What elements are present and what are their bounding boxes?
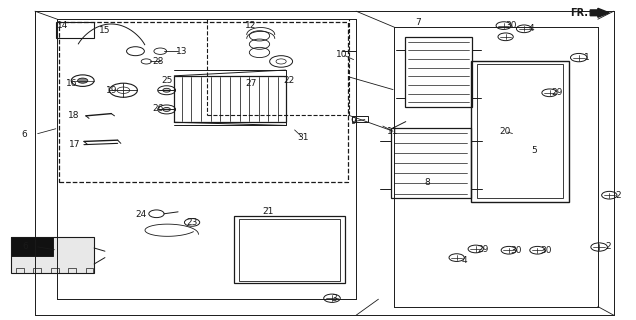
Text: 1: 1 [583,53,590,62]
Text: 3: 3 [331,294,337,303]
Bar [352,116,368,122]
Bar [16,268,24,273]
Circle shape [163,88,170,92]
Text: 18: 18 [68,111,80,120]
Text: 5: 5 [531,146,537,155]
Bar [405,37,472,107]
Text: 4: 4 [462,256,467,265]
Text: 29: 29 [551,88,563,97]
Text: 8: 8 [424,178,431,187]
Text: FR.: FR. [570,8,588,18]
Text: 15: 15 [99,26,111,35]
Text: 2: 2 [616,191,621,200]
Bar [11,237,53,256]
Text: 27: 27 [245,79,256,88]
Text: 23: 23 [186,218,198,227]
Text: 11: 11 [387,127,399,136]
Text: 22: 22 [283,76,294,84]
Text: 6: 6 [21,130,27,139]
Circle shape [78,78,88,83]
Bar [174,76,286,122]
Text: 14: 14 [57,21,68,30]
Bar [86,268,93,273]
Text: 21: 21 [263,207,274,216]
Text: 17: 17 [69,140,81,148]
Text: 13: 13 [176,47,188,56]
Text: 31: 31 [297,133,308,142]
Text: 12: 12 [245,21,256,30]
Bar [69,268,76,273]
Text: 19: 19 [106,86,117,95]
Bar [234,216,345,283]
Text: 30: 30 [540,246,551,255]
Bar [56,22,94,38]
Bar [51,268,59,273]
Text: 7: 7 [415,18,422,27]
Text: 29: 29 [478,245,489,254]
Text: 26: 26 [152,104,163,113]
Bar [11,237,94,273]
Text: 30: 30 [511,246,522,255]
Bar [59,22,348,182]
Bar [34,268,41,273]
Text: 16: 16 [66,79,77,88]
Text: 9: 9 [350,117,357,126]
Text: 6: 6 [22,242,29,251]
Text: 30: 30 [506,21,517,30]
Text: 4: 4 [529,24,534,33]
Text: 28: 28 [152,57,163,66]
Text: 25: 25 [161,76,172,85]
Bar [391,128,471,198]
Bar [239,219,340,281]
Text: 2: 2 [605,242,611,251]
FancyArrow shape [590,8,609,17]
Circle shape [163,108,170,111]
Bar [477,64,563,198]
Text: 24: 24 [135,210,147,219]
Text: 20: 20 [499,127,511,136]
Text: 10: 10 [336,50,348,59]
Bar [471,61,569,202]
